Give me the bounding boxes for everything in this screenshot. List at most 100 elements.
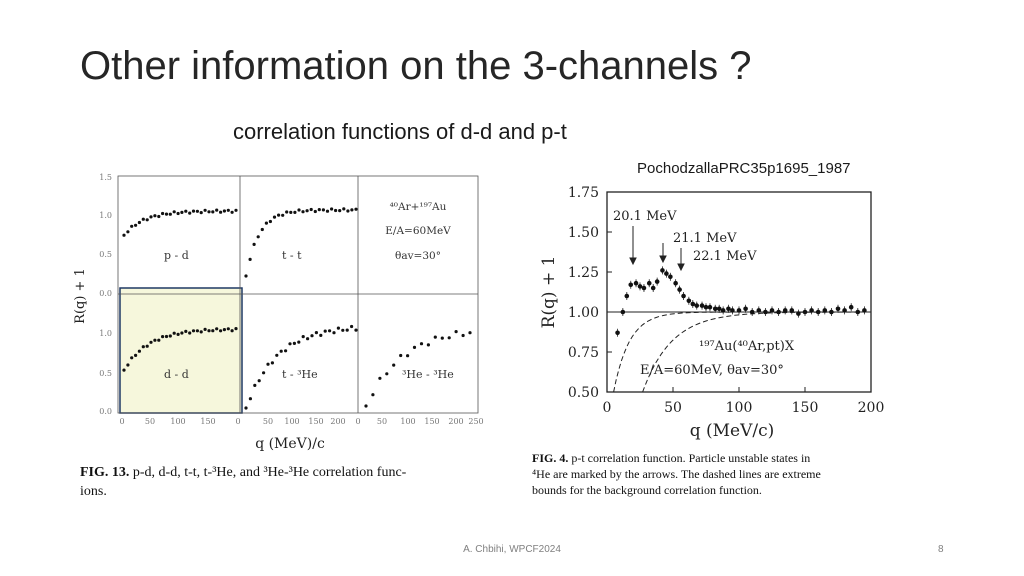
fig4-data-point	[776, 309, 781, 315]
fig4-data-point	[694, 303, 700, 308]
fig4-xtick-label: 100	[726, 400, 753, 416]
fig13-data-point	[270, 361, 274, 365]
fig13-data-point	[346, 209, 350, 213]
arrow-head-icon	[629, 257, 637, 266]
fig4-data-point	[802, 309, 808, 315]
fig13-xtick: 100	[400, 417, 415, 426]
fig4-data-point	[668, 274, 673, 280]
fig13-data-point	[145, 344, 149, 348]
fig4-data-point	[809, 308, 814, 313]
fig13-xtick: 0	[355, 417, 360, 426]
fig13-data-point	[153, 214, 157, 218]
arrow-head-icon	[659, 255, 667, 264]
fig13-data-point	[454, 330, 458, 334]
fig13-data-point	[279, 349, 283, 353]
fig13-data-point	[188, 331, 192, 335]
fig4-ytick-label: 1.00	[568, 305, 599, 321]
fig13-data-point	[184, 329, 188, 333]
fig13-data-point	[330, 207, 334, 211]
fig13-data-point	[461, 333, 465, 338]
fig4-caption: FIG. 4. p-t correlation function. Partic…	[532, 450, 912, 498]
fig13-data-point	[222, 209, 226, 213]
panel-label-pd: p - d	[164, 249, 189, 262]
fig13-data-point	[342, 207, 346, 211]
fig13-xtick: 50	[263, 417, 273, 426]
fig13-ylabel: R(q) + 1	[73, 268, 88, 324]
fig13-data-point	[248, 257, 252, 261]
fig13-data-point	[184, 209, 188, 213]
fig13-data-point	[161, 335, 165, 339]
fig4-caption-line3: bounds for the background correlation fu…	[532, 483, 762, 497]
fig4-data-point	[654, 279, 660, 284]
fig4-data-point	[677, 287, 682, 292]
fig13-data-point	[195, 209, 199, 213]
fig4-data-points	[615, 266, 867, 337]
arrow-label-22-1: 22.1 MeV	[693, 249, 757, 264]
fig4-data-point	[842, 308, 847, 313]
fig4-xtick-label: 200	[858, 400, 885, 416]
fig13-data-point	[176, 332, 180, 336]
fig13-data-point	[313, 209, 317, 214]
fig13-data-point	[130, 224, 134, 228]
fig13-data-point	[350, 324, 354, 329]
fig13-data-point	[325, 209, 330, 213]
fig13-caption-label: FIG. 13.	[80, 465, 130, 480]
fig4-xtick-label: 0	[603, 400, 612, 416]
fig13-data-point	[268, 219, 272, 224]
fig4-xtick-label: 50	[664, 400, 682, 416]
fig13-data-point	[137, 349, 141, 353]
figure-4: R(q) + 1 q (MeV/c) 0 50 100 150 200 1.75 1.50 1…	[530, 178, 935, 503]
fig13-data-point	[292, 341, 296, 345]
figure-4-chart: R(q) + 1 q (MeV/c) 0 50 100 150 200 1.75 1.50 1…	[539, 185, 885, 441]
fig13-data-point	[168, 212, 172, 216]
panel-label-dd: d - d	[164, 368, 189, 381]
fig13-data-point	[323, 329, 327, 333]
fig4-data-point	[835, 306, 841, 312]
fig13-data-point	[172, 210, 176, 214]
fig13-data-point	[157, 214, 161, 219]
fig13-xtick: 150	[200, 417, 215, 426]
reaction-info-line3: θav=30°	[395, 250, 441, 262]
fig13-xtick: 0	[119, 417, 124, 426]
fig4-data-point	[615, 330, 620, 336]
fig13-data-point	[168, 334, 172, 338]
fig13-data-point	[293, 210, 297, 214]
fig4-data-point	[726, 306, 731, 312]
fig13-data-point	[285, 210, 289, 214]
fig13-data-point	[338, 209, 342, 213]
fig4-data-point	[707, 304, 713, 310]
fig4-data-point	[637, 284, 643, 289]
fig4-caption-line2: ⁴He are marked by the arrows. The dashed…	[532, 467, 821, 481]
fig4-data-point	[646, 280, 652, 286]
fig13-data-point	[215, 208, 219, 212]
fig4-ytick-label: 1.25	[568, 265, 599, 281]
fig13-data-point	[336, 326, 340, 330]
fig13-data-point	[207, 329, 211, 333]
fig13-data-point	[378, 376, 382, 380]
fig4-data-point	[681, 293, 686, 299]
fig13-data-point	[309, 207, 313, 212]
page-number: 8	[938, 544, 944, 555]
fig13-data-point	[426, 343, 430, 347]
fig13-data-point	[354, 207, 358, 211]
fig13-data-point	[345, 328, 349, 332]
fig13-data-point	[207, 210, 211, 214]
fig4-ylabel: R(q) + 1	[539, 256, 559, 329]
fig4-data-point	[855, 309, 861, 315]
fig13-data-point	[188, 211, 192, 215]
fig4-data-point	[796, 311, 801, 316]
fig4-data-point	[782, 308, 788, 313]
fig4-data-point	[829, 309, 834, 315]
panel-label-t3he: t - ³He	[282, 368, 318, 381]
fig13-caption: FIG. 13. p-d, d-d, t-t, t-³He, and ³He-³…	[80, 463, 500, 501]
fig13-data-point	[406, 354, 410, 358]
fig13-data-point	[191, 329, 196, 333]
fig13-ytick: 1.0	[99, 329, 112, 338]
fig4-data-point	[815, 309, 821, 315]
panel-label-tt: t - t	[282, 249, 302, 262]
fig13-data-point	[260, 227, 264, 232]
fig13-data-point	[130, 356, 134, 360]
fig13-data-point	[257, 379, 261, 383]
fig4-data-point	[848, 304, 854, 310]
figure-13-plots: R(q) + 1 1.5 1.0 0.5 0.0 1.0 0.5 0.0 0 5…	[73, 173, 484, 452]
